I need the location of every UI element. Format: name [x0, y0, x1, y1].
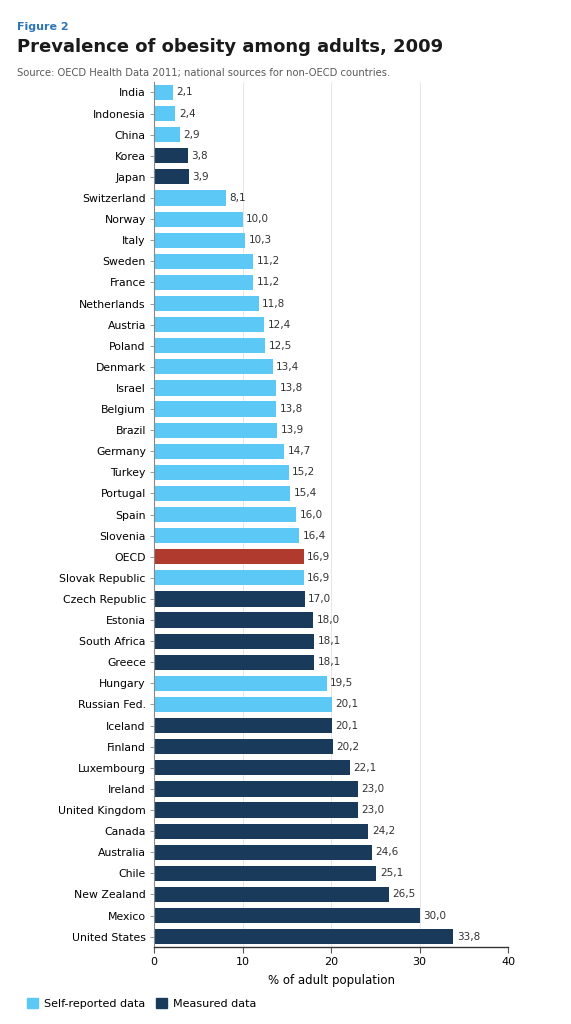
Bar [154, 507, 296, 522]
Bar [154, 528, 299, 544]
Bar [154, 148, 188, 164]
Text: 12,5: 12,5 [268, 341, 292, 351]
Text: 8,1: 8,1 [230, 193, 246, 203]
Bar [154, 232, 246, 248]
Text: 14,7: 14,7 [288, 446, 311, 457]
Bar [154, 803, 357, 817]
Text: 2,4: 2,4 [179, 109, 196, 119]
X-axis label: % of adult population: % of adult population [268, 974, 395, 987]
Text: 23,0: 23,0 [361, 805, 384, 815]
Text: 13,8: 13,8 [280, 383, 303, 393]
Text: 10,0: 10,0 [246, 214, 269, 224]
Bar [154, 865, 376, 881]
Text: 22,1: 22,1 [353, 763, 376, 773]
Text: 15,2: 15,2 [292, 467, 316, 477]
Text: 25,1: 25,1 [380, 868, 403, 879]
Bar [154, 85, 173, 100]
Text: 17,0: 17,0 [308, 594, 331, 604]
Text: 30,0: 30,0 [423, 910, 446, 921]
Bar [154, 254, 254, 269]
Text: 13,4: 13,4 [276, 361, 300, 372]
Text: 11,2: 11,2 [257, 256, 280, 266]
Bar [154, 739, 333, 755]
Bar [154, 317, 264, 332]
Bar [154, 697, 332, 712]
Bar [154, 401, 276, 417]
Text: 16,4: 16,4 [303, 530, 326, 541]
Bar [154, 212, 243, 226]
Text: 24,6: 24,6 [376, 847, 399, 857]
Text: 23,0: 23,0 [361, 784, 384, 794]
Bar [154, 760, 350, 775]
Text: 18,0: 18,0 [317, 615, 340, 625]
Bar [154, 338, 265, 353]
Legend: Self-reported data, Measured data: Self-reported data, Measured data [23, 994, 260, 1014]
Bar [154, 359, 273, 375]
Text: 33,8: 33,8 [457, 932, 480, 942]
Text: 15,4: 15,4 [294, 488, 317, 499]
Text: 13,9: 13,9 [281, 425, 304, 435]
Text: 18,1: 18,1 [318, 657, 341, 668]
Text: 11,2: 11,2 [257, 278, 280, 288]
Bar [154, 296, 259, 311]
Bar [154, 127, 180, 142]
Text: 19,5: 19,5 [330, 678, 353, 688]
Text: 20,1: 20,1 [336, 721, 359, 730]
Bar [154, 634, 315, 649]
Bar [154, 823, 368, 839]
Text: 2,9: 2,9 [183, 130, 200, 139]
Bar [154, 908, 420, 924]
Bar [154, 718, 332, 733]
Bar [154, 485, 291, 501]
Text: 3,8: 3,8 [191, 151, 208, 161]
Bar [154, 781, 357, 797]
Text: 16,0: 16,0 [299, 510, 323, 519]
Text: 16,9: 16,9 [307, 572, 331, 583]
Bar [154, 676, 327, 691]
Text: Prevalence of obesity among adults, 2009: Prevalence of obesity among adults, 2009 [17, 38, 443, 56]
Bar [154, 465, 289, 480]
Text: 12,4: 12,4 [267, 319, 291, 330]
Text: 26,5: 26,5 [392, 890, 416, 899]
Bar [154, 443, 284, 459]
Bar [154, 592, 305, 606]
Bar [154, 423, 277, 437]
Bar [154, 654, 315, 670]
Bar [154, 612, 313, 628]
Text: 10,3: 10,3 [249, 236, 272, 245]
Text: 20,2: 20,2 [336, 741, 360, 752]
Bar [154, 549, 304, 564]
Bar [154, 169, 188, 184]
Text: 16,9: 16,9 [307, 552, 331, 562]
Bar [154, 845, 372, 860]
Text: 2,1: 2,1 [176, 87, 193, 97]
Text: 20,1: 20,1 [336, 699, 359, 710]
Text: 11,8: 11,8 [262, 299, 286, 308]
Bar [154, 380, 276, 395]
Text: 24,2: 24,2 [372, 826, 395, 837]
Text: 3,9: 3,9 [192, 172, 209, 182]
Bar [154, 887, 389, 902]
Text: 13,8: 13,8 [280, 404, 303, 414]
Bar [154, 105, 175, 121]
Bar [154, 274, 254, 290]
Bar [154, 929, 453, 944]
Bar [154, 570, 304, 586]
Text: Source: OECD Health Data 2011; national sources for non-OECD countries.: Source: OECD Health Data 2011; national … [17, 68, 391, 78]
Text: Figure 2: Figure 2 [17, 22, 69, 32]
Text: 18,1: 18,1 [318, 636, 341, 646]
Bar [154, 190, 226, 206]
